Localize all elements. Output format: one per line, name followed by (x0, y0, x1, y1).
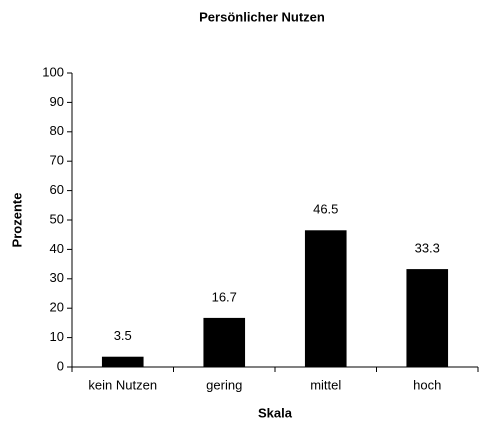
chart-title: Persönlicher Nutzen (199, 9, 325, 24)
data-label: 46.5 (313, 202, 338, 217)
y-axis-label: Prozente (9, 193, 24, 248)
y-tick-label: 90 (50, 94, 64, 109)
data-label: 3.5 (114, 328, 132, 343)
y-tick-label: 30 (50, 270, 64, 285)
y-tick-label: 100 (42, 64, 64, 79)
bar (406, 269, 449, 367)
y-tick-label: 40 (50, 241, 64, 256)
y-tick-label: 20 (50, 300, 64, 315)
bar (304, 230, 347, 367)
x-tick-label: hoch (413, 377, 441, 392)
x-axis-label: Skala (258, 405, 293, 420)
y-tick-label: 0 (57, 358, 64, 373)
y-tick-label: 50 (50, 211, 64, 226)
y-tick-label: 10 (50, 329, 64, 344)
data-label: 33.3 (415, 241, 440, 256)
bar (203, 317, 246, 367)
x-tick-label: gering (206, 377, 242, 392)
y-tick-label: 70 (50, 153, 64, 168)
x-tick-label: mittel (310, 377, 341, 392)
x-tick-label: kein Nutzen (88, 377, 157, 392)
bar (101, 356, 144, 367)
y-tick-label: 80 (50, 123, 64, 138)
data-label: 16.7 (212, 289, 237, 304)
y-tick-label: 60 (50, 182, 64, 197)
